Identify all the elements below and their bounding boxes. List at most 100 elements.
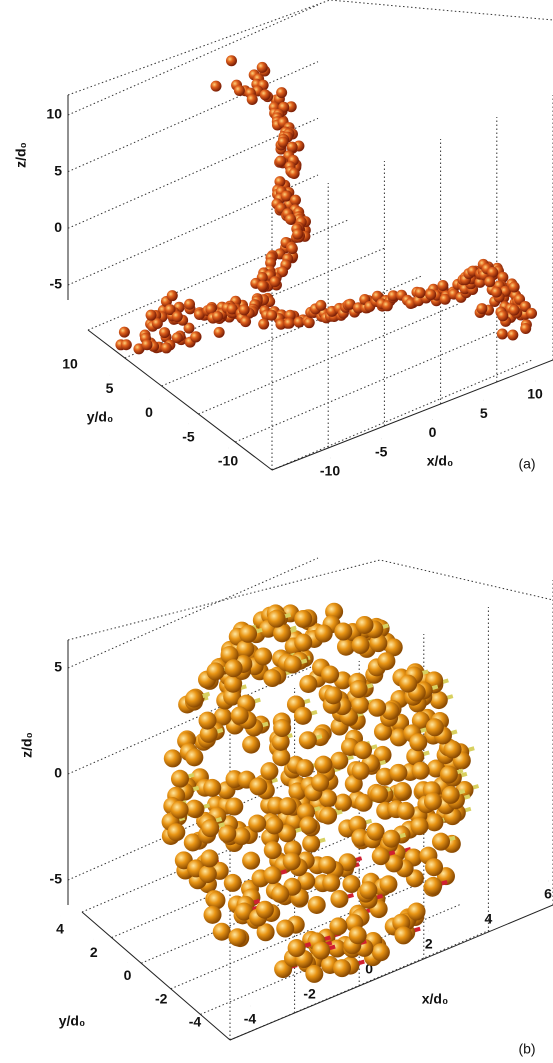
atom <box>487 267 498 278</box>
atom <box>225 659 243 677</box>
atom <box>352 762 370 780</box>
atom <box>225 798 243 816</box>
atom <box>167 290 178 301</box>
y-axis-label: y/d₀ <box>59 1013 86 1029</box>
atom <box>324 686 342 704</box>
atom <box>372 943 390 961</box>
atom <box>275 156 286 167</box>
atom <box>171 801 189 819</box>
atom <box>368 699 386 717</box>
atom <box>254 647 272 665</box>
atom <box>299 816 317 834</box>
atom <box>329 917 347 935</box>
atom <box>352 636 370 654</box>
box-grid <box>162 276 422 386</box>
atom <box>311 774 329 792</box>
atom <box>318 856 336 874</box>
z-tick-label: 0 <box>54 219 62 235</box>
z-tick-label: -5 <box>50 276 63 292</box>
y-tick-label: -2 <box>155 990 168 1006</box>
atom <box>264 841 282 859</box>
panel-tag: (b) <box>518 1041 535 1057</box>
atom <box>276 87 287 98</box>
z-axis-label: z/d₀ <box>19 732 35 758</box>
x-axis-label: x/d₀ <box>422 991 449 1007</box>
atom <box>203 779 221 797</box>
atom <box>507 329 518 340</box>
atom <box>242 852 260 870</box>
atom <box>442 786 460 804</box>
atom <box>315 624 333 642</box>
x-tick-label: -10 <box>320 463 340 479</box>
atom <box>146 310 157 321</box>
x-tick-label: 2 <box>425 936 433 952</box>
atom <box>239 625 257 643</box>
atom <box>260 762 278 780</box>
x-tick-label: 5 <box>480 405 488 421</box>
atom <box>497 329 508 340</box>
atom <box>231 706 249 724</box>
atom <box>214 327 225 338</box>
figure: 1050-51050-5-10-10-50510z/d₀y/d₀x/d₀(a)5… <box>0 0 553 1063</box>
atom <box>256 901 274 919</box>
atom <box>185 748 203 766</box>
atom <box>437 280 448 291</box>
atom <box>314 756 332 774</box>
atom <box>249 777 267 795</box>
x-tick-label: 6 <box>544 886 552 902</box>
atom <box>273 719 291 737</box>
z-tick-label: 5 <box>54 162 62 178</box>
atom <box>270 276 281 287</box>
atom <box>424 792 442 810</box>
atom <box>509 282 520 293</box>
y-tick-label: -10 <box>218 453 238 469</box>
y-tick-label: 2 <box>90 944 98 960</box>
atom <box>397 802 415 820</box>
atom <box>226 55 237 66</box>
atom <box>330 890 348 908</box>
atom <box>257 280 268 291</box>
atom <box>201 849 219 867</box>
atom <box>284 318 295 329</box>
y-axis <box>88 330 272 470</box>
atom <box>394 782 412 800</box>
atom <box>292 229 303 240</box>
atom <box>290 195 301 206</box>
atom <box>321 665 339 683</box>
atom <box>334 623 352 641</box>
molecule-b <box>162 603 479 983</box>
atom <box>239 304 250 315</box>
atom <box>283 852 301 870</box>
atom <box>272 748 290 766</box>
x-tick-label: -4 <box>244 1011 257 1027</box>
atom <box>236 640 254 658</box>
z-tick-label: 10 <box>46 106 62 122</box>
y-tick-label: -5 <box>182 428 195 444</box>
atom <box>350 680 368 698</box>
atom <box>302 835 320 853</box>
atom <box>285 214 296 225</box>
atom <box>161 342 172 353</box>
z-tick-label: -5 <box>50 871 63 887</box>
y-tick-label: 0 <box>145 404 153 420</box>
atom <box>440 766 458 784</box>
atom <box>367 823 385 841</box>
atom <box>389 764 407 782</box>
atom <box>289 168 300 179</box>
atom <box>370 785 388 803</box>
atom <box>382 830 400 848</box>
atom <box>240 316 251 327</box>
atom <box>424 877 442 895</box>
atom <box>299 731 317 749</box>
z-tick-label: 5 <box>54 659 62 675</box>
atom <box>412 762 430 780</box>
atom <box>218 825 236 843</box>
z-tick-label: 0 <box>54 765 62 781</box>
atom <box>172 311 183 322</box>
atom <box>430 691 448 709</box>
atom <box>351 696 369 714</box>
atom <box>315 300 326 311</box>
atom <box>288 939 306 957</box>
atom <box>247 94 258 105</box>
atom <box>119 327 130 338</box>
